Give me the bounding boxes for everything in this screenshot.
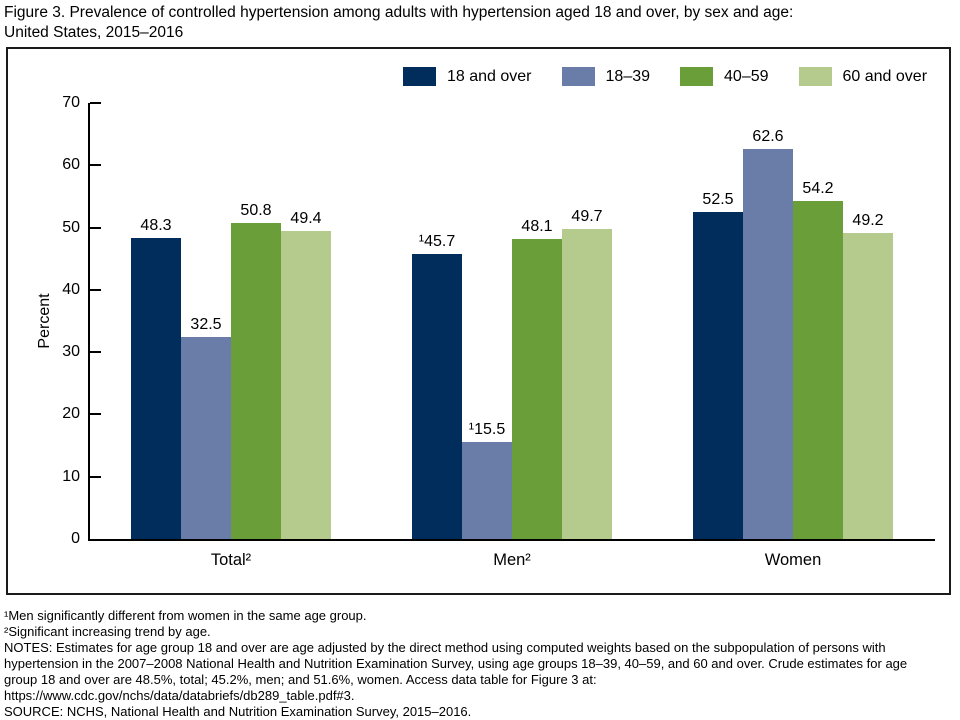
bar: 32.5 xyxy=(181,316,231,539)
y-tick-label: 30 xyxy=(62,343,80,361)
y-tick-label: 70 xyxy=(62,94,80,111)
y-tick xyxy=(90,288,101,291)
y-tick-label: 20 xyxy=(62,405,80,423)
footnote-line: https://www.cdc.gov/nchs/data/databriefs… xyxy=(4,688,355,703)
bar-value-label: ¹45.7 xyxy=(418,233,456,251)
legend: 18 and over 18–39 40–59 60 and over xyxy=(403,67,927,86)
legend-swatch xyxy=(798,67,832,86)
bar-value-label: 50.8 xyxy=(240,201,272,219)
legend-item: 60 and over xyxy=(798,67,928,86)
bar-value-label: 62.6 xyxy=(752,128,784,146)
bar: 52.5 xyxy=(693,191,743,539)
y-tick xyxy=(90,475,101,478)
bar: 48.3 xyxy=(131,217,181,539)
bar-group: 52.5 62.6 54.2 49.2 xyxy=(693,128,893,539)
footnote-line: hypertension in the 2007–2008 National H… xyxy=(4,656,908,671)
footnote-line: group 18 and over are 48.5%, total; 45.2… xyxy=(4,672,597,687)
legend-label: 40–59 xyxy=(724,67,769,85)
y-tick xyxy=(90,164,101,167)
bar-value-label: 49.2 xyxy=(852,211,884,229)
y-tick-label: 10 xyxy=(62,467,80,485)
bar: 54.2 xyxy=(793,180,843,539)
y-tick-label: 50 xyxy=(62,218,80,236)
title-line-1: Figure 3. Prevalence of controlled hyper… xyxy=(4,4,794,21)
bar: 49.4 xyxy=(281,210,331,539)
bar-value-label: 32.5 xyxy=(190,315,222,333)
bar-value-label: 48.1 xyxy=(521,218,553,236)
x-category-label: Total² xyxy=(210,551,252,569)
x-category-label: Men² xyxy=(493,551,531,569)
bar: 50.8 xyxy=(231,202,281,539)
bar-value-label: 49.4 xyxy=(290,210,322,228)
y-tick xyxy=(90,102,101,104)
y-tick-label: 0 xyxy=(71,530,80,547)
footnote-line: SOURCE: NCHS, National Health and Nutrit… xyxy=(4,704,472,719)
y-tick-label: 40 xyxy=(62,280,80,298)
legend-item: 18 and over xyxy=(403,67,532,86)
bar-group: ¹45.7 ¹15.5 48.1 49.7 xyxy=(412,208,612,539)
footnote-line: ²Significant increasing trend by age. xyxy=(4,624,211,639)
footnote-line: ¹Men significantly different from women … xyxy=(4,608,367,623)
bar: 49.7 xyxy=(562,208,612,539)
footnotes: ¹Men significantly different from women … xyxy=(4,608,956,720)
title-line-2: United States, 2015–2016 xyxy=(4,24,184,41)
legend-item: 18–39 xyxy=(561,67,651,86)
legend-swatch xyxy=(561,67,595,86)
legend-label: 60 and over xyxy=(842,67,928,85)
legend-item: 40–59 xyxy=(680,67,769,86)
bar-value-label: 54.2 xyxy=(802,180,834,198)
y-tick xyxy=(90,413,101,416)
bar-group: 48.3 32.5 50.8 49.4 xyxy=(131,202,331,539)
bar: 48.1 xyxy=(512,218,562,539)
legend-label: 18 and over xyxy=(447,67,532,85)
y-tick xyxy=(90,226,101,229)
bar: 62.6 xyxy=(743,128,793,539)
legend-swatch xyxy=(403,67,436,86)
bar-value-label: 48.3 xyxy=(140,217,172,235)
bar: ¹45.7 xyxy=(412,233,462,539)
y-tick xyxy=(90,351,101,354)
page-title: Figure 3. Prevalence of controlled hyper… xyxy=(4,3,954,43)
y-tick-label: 60 xyxy=(62,156,80,174)
bar-value-label: 52.5 xyxy=(702,191,734,208)
bar: ¹15.5 xyxy=(462,421,512,539)
plot-area: Percent 0 10 20 30 40 50 60 70 48.3 32.5 50.8 49.4 T… xyxy=(36,94,935,569)
legend-label: 18–39 xyxy=(605,67,651,85)
bar-value-label: ¹15.5 xyxy=(468,421,506,439)
x-category-label: Women xyxy=(764,551,822,569)
footnote-line: NOTES: Estimates for age group 18 and ov… xyxy=(4,640,886,655)
chart-frame: 18 and over 18–39 40–59 60 and over Percent… xyxy=(6,47,951,595)
bar: 49.2 xyxy=(843,212,893,539)
bar-value-label: 49.7 xyxy=(571,208,603,226)
legend-swatch xyxy=(680,67,714,86)
